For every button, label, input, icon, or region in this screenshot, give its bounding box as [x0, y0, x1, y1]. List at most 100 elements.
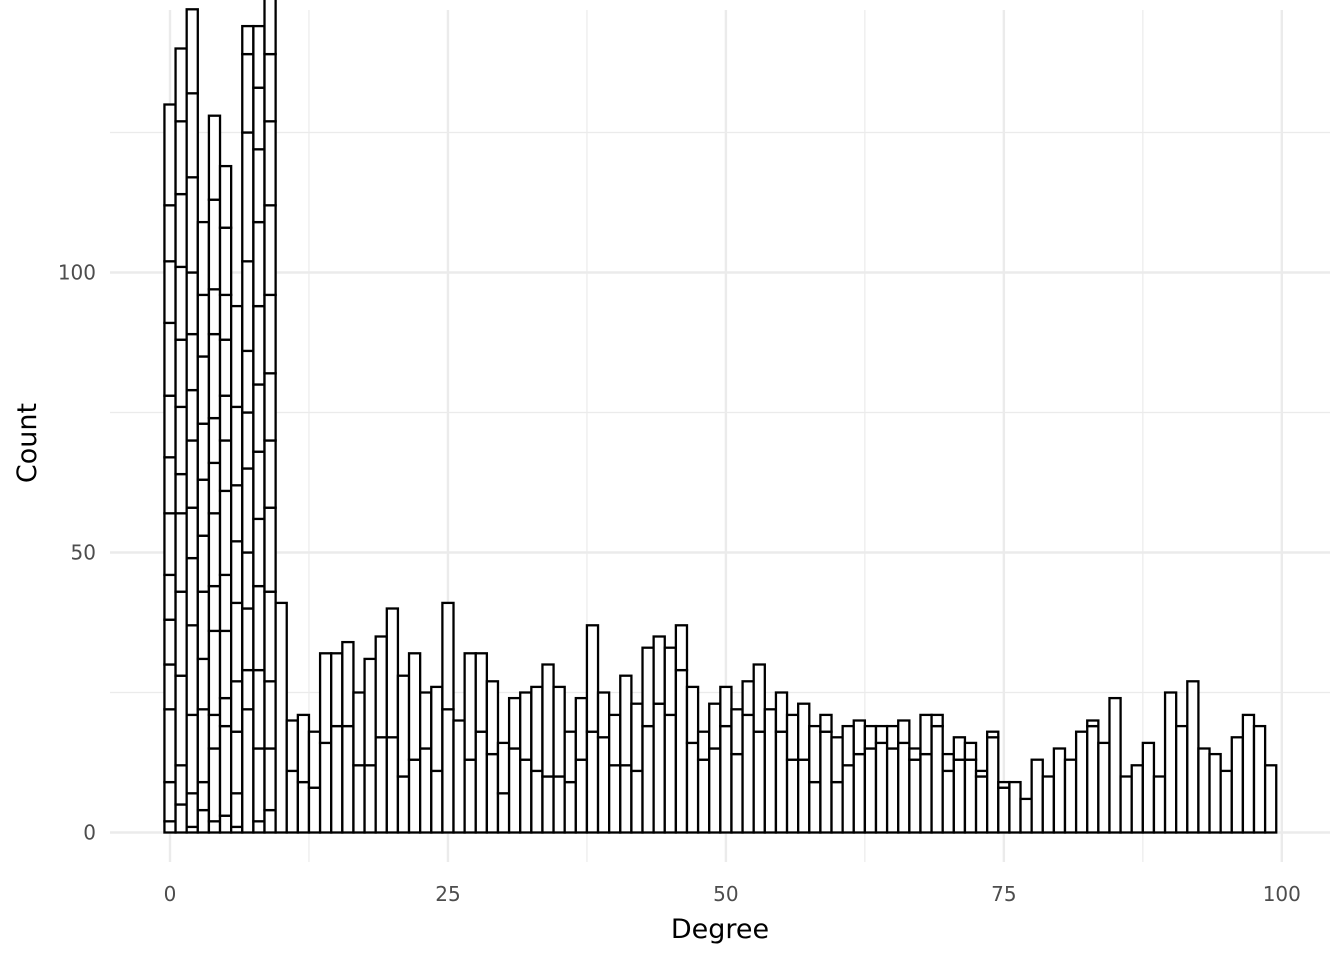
- histogram-bar-segment: [163, 512, 177, 577]
- histogram-bar-segment: [819, 713, 833, 733]
- histogram-bar-segment: [385, 736, 400, 834]
- histogram-bar-segment: [374, 635, 388, 739]
- histogram-bar-segment: [496, 741, 511, 795]
- histogram-bar-segment: [185, 332, 199, 392]
- histogram-bar-segment: [185, 556, 199, 627]
- histogram-bar-segment: [919, 752, 933, 834]
- histogram-bar-segment: [785, 758, 800, 834]
- histogram-bar-segment: [174, 47, 188, 123]
- histogram-bar-segment: [941, 752, 955, 773]
- histogram-bar-segment: [163, 321, 177, 397]
- histogram-bar-segment: [252, 220, 266, 308]
- histogram-bar-segment: [263, 747, 277, 812]
- histogram-bar-segment: [708, 747, 722, 834]
- histogram-bar-segment: [307, 786, 322, 834]
- histogram-bar-segment: [263, 590, 277, 683]
- histogram-bar-segment: [218, 164, 233, 229]
- histogram-bar-segment: [174, 192, 188, 269]
- histogram-bar-segment: [174, 265, 188, 341]
- histogram-bar-segment: [685, 741, 700, 834]
- histogram-bar-segment: [196, 293, 211, 358]
- histogram-bar-segment: [1019, 797, 1033, 834]
- histogram-bar-segment: [207, 512, 222, 588]
- histogram-bar-segment: [930, 713, 944, 728]
- histogram-bar-segment: [830, 736, 844, 784]
- x-axis-title: Degree: [671, 914, 769, 945]
- histogram-bar-segment: [452, 719, 466, 834]
- x-tick-label: 50: [713, 882, 738, 906]
- histogram-bar-segment: [185, 176, 199, 274]
- histogram-bar-segment: [285, 769, 300, 834]
- histogram-bar-segment: [196, 355, 211, 425]
- histogram-bar-segment: [885, 724, 900, 750]
- histogram-bar-segment: [897, 719, 911, 745]
- histogram-bar-segment: [474, 730, 489, 834]
- histogram-bar-segment: [696, 730, 711, 761]
- histogram-bar-segment: [863, 747, 878, 834]
- histogram-bar-segment: [1252, 724, 1267, 834]
- histogram-bar-segment: [530, 685, 544, 773]
- histogram-bar-segment: [252, 450, 266, 521]
- histogram-bar-segment: [963, 741, 978, 761]
- histogram-bar-segment: [185, 92, 199, 179]
- histogram-bar-segment: [652, 702, 666, 834]
- histogram-bar-segment: [997, 786, 1011, 834]
- histogram-bar-segment: [163, 780, 177, 823]
- histogram-bar-segment: [585, 624, 600, 733]
- histogram-bar-segment: [641, 724, 655, 834]
- histogram-bar-segment: [585, 730, 600, 834]
- histogram-bar-segment: [396, 775, 411, 834]
- histogram-bar-segment: [263, 808, 277, 834]
- histogram-bar-segment: [374, 736, 388, 834]
- histogram-bar-segment: [229, 540, 244, 605]
- histogram-bar-segment: [185, 8, 199, 95]
- histogram-bar-segment: [196, 708, 211, 784]
- histogram-bar-segment: [218, 439, 233, 493]
- histogram-bar-segment: [919, 713, 933, 756]
- histogram-bar-segment: [229, 304, 244, 409]
- histogram-bar-segment: [908, 758, 922, 834]
- histogram-bar-segment: [207, 461, 222, 515]
- histogram-bar-segment: [363, 657, 377, 767]
- y-tick-label: 50: [71, 541, 96, 565]
- histogram-bar-segment: [808, 780, 822, 834]
- histogram-bar-segment: [229, 484, 244, 543]
- histogram-bar-segment: [1097, 741, 1111, 834]
- histogram-bar-segment: [252, 668, 266, 750]
- histogram-bar-segment: [207, 713, 222, 750]
- histogram-bar-segment: [552, 775, 566, 834]
- histogram-bar-segment: [196, 808, 211, 834]
- histogram-bar-segment: [163, 708, 177, 784]
- histogram-bar-segment: [541, 663, 555, 778]
- histogram-bar-segment: [174, 338, 188, 409]
- histogram-bar-segment: [741, 680, 755, 717]
- histogram-bar-segment: [229, 405, 244, 487]
- histogram-bar-segment: [218, 696, 233, 728]
- histogram-bar-segment: [1108, 696, 1122, 834]
- histogram-bar-segment: [241, 411, 255, 470]
- histogram-bar-segment: [1030, 758, 1044, 834]
- histogram-bar-segment: [341, 640, 355, 728]
- histogram-bar-segment: [474, 652, 489, 733]
- histogram-bar-segment: [830, 780, 844, 834]
- histogram-bar-segment: [407, 758, 422, 834]
- histogram-bar-segment: [252, 86, 266, 151]
- histogram-bar-segment: [196, 534, 211, 593]
- histogram-bar-segment: [1041, 775, 1056, 834]
- histogram-bar-segment: [252, 304, 266, 386]
- x-tick-label: 100: [1263, 882, 1301, 906]
- histogram-bar-segment: [218, 573, 233, 633]
- histogram-bar-segment: [719, 724, 733, 834]
- histogram-bar-segment: [163, 103, 177, 207]
- histogram-bar-segment: [196, 657, 211, 711]
- histogram-bar-segment: [897, 741, 911, 834]
- histogram-bar-segment: [241, 708, 255, 834]
- histogram-bar-segment: [330, 652, 344, 728]
- histogram-bar-segment: [330, 724, 344, 834]
- axis-tick-labels: 0 25 50 75 100 0 50 100: [58, 261, 1301, 907]
- histogram-bar-segment: [385, 607, 400, 739]
- histogram-bar-segment: [1119, 775, 1133, 834]
- histogram-bar-segment: [352, 691, 366, 767]
- histogram-bar-segment: [352, 764, 366, 834]
- histogram-bar-segment: [252, 517, 266, 588]
